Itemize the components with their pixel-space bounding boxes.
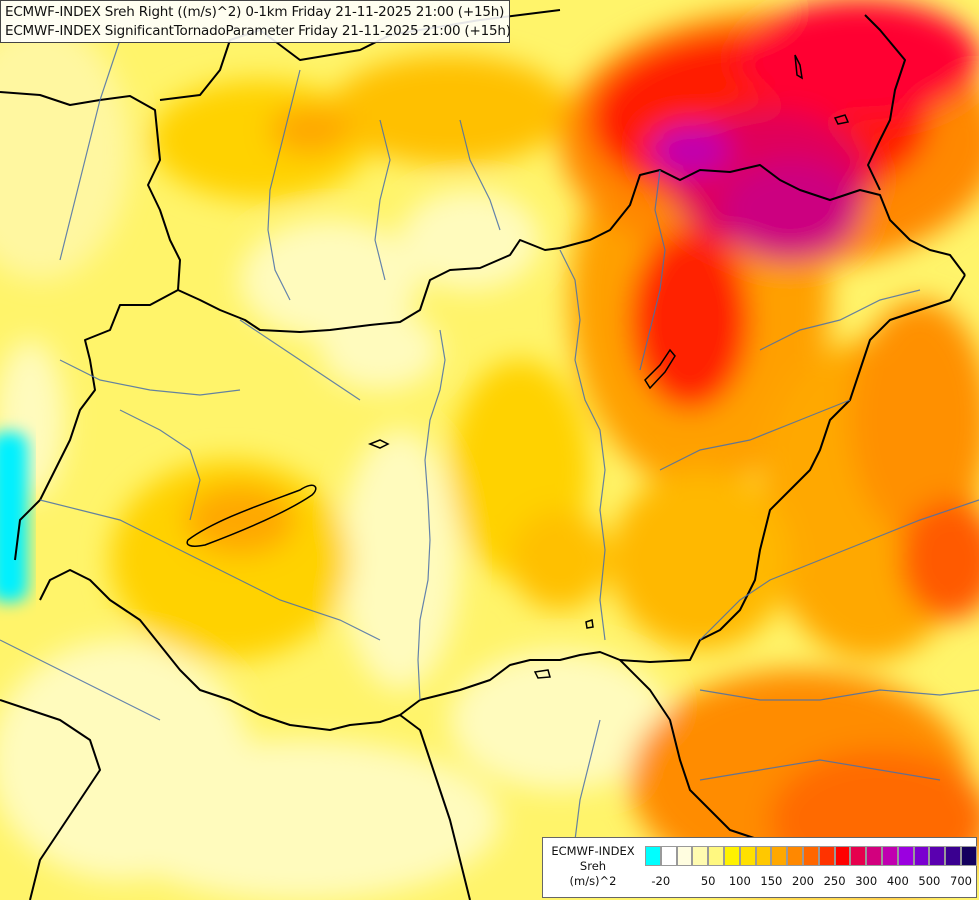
legend-tick: 500: [918, 874, 941, 888]
legend-tick: 250: [823, 874, 846, 888]
legend-swatch: [897, 846, 914, 866]
rivers: [0, 39, 979, 881]
legend-model: ECMWF-INDEX: [551, 844, 635, 858]
legend-tick-labels: -20 50 100 150 200 250 300 400 500 700: [645, 874, 975, 890]
legend-swatch: [802, 846, 819, 866]
legend-swatch: [676, 846, 693, 866]
legend-swatch: [723, 846, 740, 866]
legend-swatch: [834, 846, 851, 866]
map-title-line2: ECMWF-INDEX SignificantTornadoParameter …: [5, 23, 511, 39]
legend-swatch: [755, 846, 772, 866]
map-title-box: ECMWF-INDEX Sreh Right ((m/s)^2) 0-1km F…: [0, 0, 511, 43]
legend-tick: 100: [728, 874, 751, 888]
legend-swatch: [960, 846, 977, 866]
map-title-line1: ECMWF-INDEX Sreh Right ((m/s)^2) 0-1km F…: [5, 4, 505, 20]
legend-swatch: [645, 846, 661, 866]
legend-swatch: [945, 846, 961, 866]
legend-tick: 150: [760, 874, 783, 888]
legend-swatch: [866, 846, 882, 866]
legend-tick: 400: [886, 874, 909, 888]
legend-swatch: [818, 846, 835, 866]
legend-color-bar: [645, 846, 977, 866]
lakes: [186, 54, 850, 679]
legend-swatch: [771, 846, 788, 866]
legend-tick: 300: [855, 874, 878, 888]
legend-swatch: [850, 846, 867, 866]
legend-tick: 700: [950, 874, 972, 888]
legend-swatch: [787, 846, 803, 866]
legend-swatch: [660, 846, 677, 866]
legend-swatch: [708, 846, 724, 866]
legend-tick: -20: [651, 874, 671, 888]
legend-swatch: [929, 846, 946, 866]
legend-parameter: Sreh: [579, 859, 607, 873]
legend-swatch: [913, 846, 930, 866]
country-borders: [0, 9, 966, 900]
sreh-cyan-patch: [0, 432, 28, 602]
legend-swatch: [881, 846, 898, 866]
legend-swatch: [739, 846, 756, 866]
legend-tick: 200: [792, 874, 814, 888]
legend-unit: (m/s)^2: [569, 874, 617, 888]
legend-swatch: [692, 846, 709, 866]
legend-tick: 50: [700, 874, 716, 888]
color-legend: ECMWF-INDEX Sreh (m/s)^2 -20 50 100 150 200 2…: [542, 837, 977, 898]
legend-label: ECMWF-INDEX Sreh (m/s)^2: [543, 844, 643, 889]
